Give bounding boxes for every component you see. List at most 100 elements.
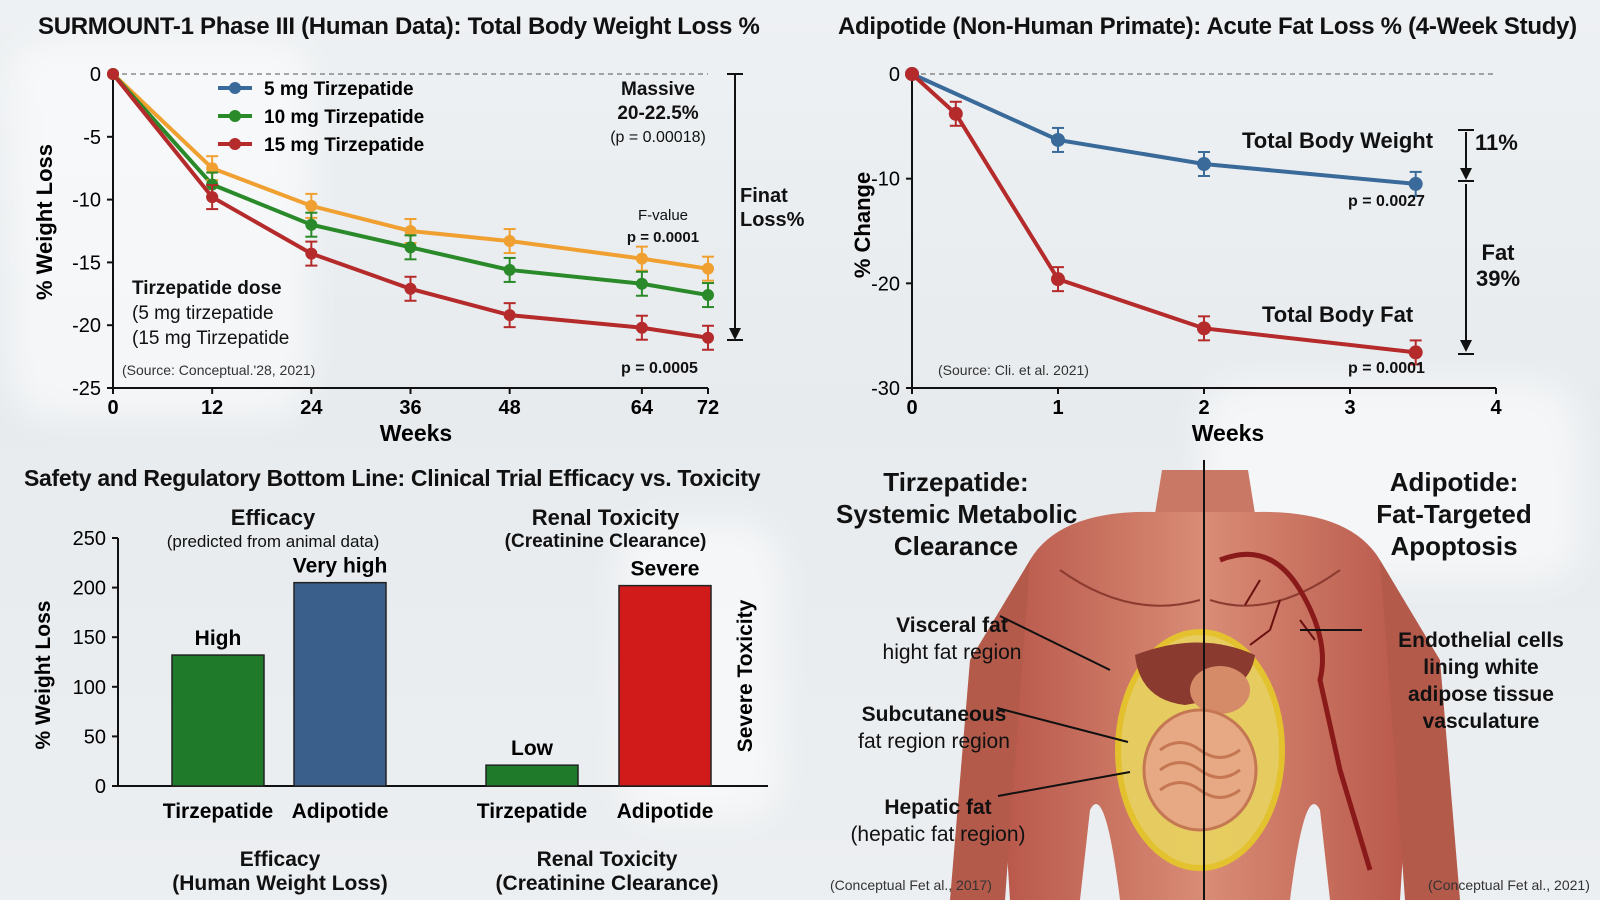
bar-value-label: Low (511, 737, 554, 760)
bar-value-label: High (195, 627, 242, 650)
x-tick-label: 64 (631, 397, 654, 419)
legend-label: 15 mg Tirzepatide (264, 135, 424, 156)
panel1-ylabel: % Weight Loss (32, 144, 57, 300)
data-point (305, 247, 318, 260)
data-point (1051, 272, 1065, 287)
bar-value-label: Very high (293, 555, 388, 578)
data-point (1408, 345, 1423, 360)
y-tick-label: 150 (73, 627, 106, 649)
y-tick-label: -25 (72, 378, 101, 400)
y-tick-label: -5 (83, 127, 101, 149)
data-point (635, 252, 648, 265)
x-tick-label: 24 (300, 397, 323, 419)
data-point (305, 199, 318, 212)
label-11pct: 11% (1475, 130, 1518, 155)
x-tick-label: 36 (399, 397, 421, 419)
panel2-title: Adipotide (Non-Human Primate): Acute Fat… (838, 13, 1577, 40)
panel2-source: (Source: Cli. et al. 2021) (938, 362, 1089, 378)
efficacy-footer: Efficacy (Human Weight Loss) (172, 848, 388, 895)
renal-header: Renal Toxicity (Creatinine Clearance) (504, 505, 707, 553)
x-tick-label: 72 (697, 397, 719, 419)
series-line (911, 72, 1416, 186)
y-tick-label: 100 (73, 677, 106, 699)
panel3-ylabel: % Weight Loss (32, 601, 55, 750)
efficacy-header: Efficacy (predicted from animal data) (166, 505, 380, 552)
panel2-ylabel: % Change (850, 172, 875, 278)
data-point (503, 235, 516, 248)
data-point (702, 289, 714, 302)
data-point (503, 309, 516, 322)
final-loss-label: Finat Loss% (740, 185, 805, 231)
y-tick-label: 0 (95, 776, 106, 798)
data-point (1197, 157, 1211, 172)
endothelial-label: Endothelial cells lining white adipose t… (1398, 629, 1564, 733)
panel3-title: Safety and Regulatory Bottom Line: Clini… (24, 465, 761, 491)
data-point (905, 67, 919, 81)
intestines (1142, 708, 1258, 832)
bar (171, 654, 265, 787)
x-tick-label: 0 (107, 397, 118, 419)
panel1-chart: 0 -5 -10 -15 -20 -25 0 12 24 36 48 64 72 5 mg Tirzep… (32, 64, 743, 446)
bar-category-label: Tirzepatide (477, 800, 587, 823)
y-tick-label: 0 (889, 64, 900, 86)
label-total-body-fat: Total Body Fat (1262, 302, 1414, 327)
label-fat-39pct: Fat 39% (1475, 240, 1521, 291)
data-point (404, 241, 417, 254)
panel4-source-right: (Conceptual Fet al., 2021) (1428, 877, 1590, 893)
panel2-chart: 0 -10 -20 -30 0 1 2 3 4 % Change Weeks (850, 64, 1502, 446)
massive-annotation: Massive 20-22.5% (p = 0.00018) (610, 79, 706, 146)
y-tick-label: 0 (90, 64, 101, 86)
x-tick-label: 48 (499, 397, 521, 419)
data-point (702, 262, 714, 275)
data-point (635, 321, 648, 334)
panel1-title: SURMOUNT-1 Phase III (Human Data): Total… (38, 13, 760, 40)
panel4-source-left: (Conceptual Fet al., 2017) (830, 877, 992, 893)
label-total-body-weight: Total Body Weight (1242, 128, 1434, 153)
y-tick-label: 50 (84, 726, 106, 748)
bar-category-label: Adipotide (292, 800, 389, 823)
panel1-xlabel: Weeks (380, 420, 452, 446)
y-tick-label: -20 (871, 273, 900, 295)
data-point (702, 331, 714, 344)
data-point (948, 106, 963, 121)
anatomy-illustration (950, 460, 1460, 900)
data-point (635, 277, 648, 290)
data-point (1408, 176, 1423, 191)
bar-category-label: Adipotide (617, 800, 714, 823)
x-tick-label: 0 (906, 397, 917, 419)
fvalue-annotation: F-value p = 0.0001 (626, 207, 700, 246)
legend-label: 5 mg Tirzepatide (264, 79, 414, 100)
legend-label: 10 mg Tirzepatide (264, 107, 424, 128)
y-tick-label: 250 (73, 528, 106, 550)
bar (293, 581, 387, 787)
data-point (107, 68, 119, 80)
hepatic-fat-label: Hepatic fat (hepatic fat region) (850, 796, 1026, 846)
renal-footer: Renal Toxicity (Creatinine Clearance) (495, 848, 719, 895)
p-total-body-fat: p = 0.0001 (1348, 360, 1425, 377)
data-point (404, 225, 417, 237)
data-point (503, 263, 516, 276)
tirzepatide-title: Tirzepatide: Systemic Metabolic Clearanc… (836, 467, 1078, 561)
x-tick-label: 4 (1490, 397, 1502, 419)
dose-note: Tirzepatide dose (5 mg tirzepatide (15 m… (132, 278, 290, 349)
data-point (305, 218, 318, 231)
data-point (206, 191, 219, 204)
panel3-side-label: Severe Toxicity (734, 599, 757, 752)
data-point (1051, 132, 1065, 147)
adipotide-title: Adipotide: Fat-Targeted Apoptosis (1376, 467, 1532, 561)
y-tick-label: -15 (72, 252, 101, 274)
visceral-fat-label: Visceral fat hight fat region (882, 614, 1022, 664)
data-point (206, 162, 219, 175)
bar-value-label: Severe (631, 558, 700, 581)
x-tick-label: 1 (1052, 397, 1063, 419)
panel1-source: (Source: Conceptual.'28, 2021) (122, 362, 316, 378)
y-tick-label: -20 (72, 315, 101, 337)
y-tick-label: -30 (871, 378, 900, 400)
x-tick-label: 3 (1344, 397, 1355, 419)
subcutaneous-fat-label: Subcutaneous fat region region (858, 703, 1010, 753)
bar-category-label: Tirzepatide (163, 800, 273, 823)
p-total-body-weight: p = 0.0027 (1348, 193, 1425, 210)
data-point (404, 282, 417, 295)
panel3-chart: 0 50 100 150 200 250 High Tirzepatide Very high… (32, 528, 768, 823)
y-tick-label: -10 (72, 190, 101, 212)
